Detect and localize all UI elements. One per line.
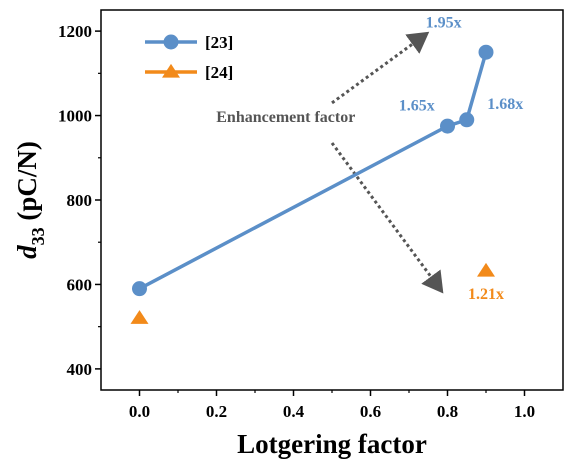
y-tick-label: 1000 [58,107,92,126]
legend-label: [23] [205,33,233,52]
y-tick-label: 400 [67,360,93,379]
x-tick-label: 0.8 [437,402,458,421]
data-point-triangle [162,63,180,78]
y-axis-title-sub: 33 [28,227,48,245]
data-point-triangle [130,310,149,324]
annotation-label: 1.21x [468,286,504,303]
legend-marker-circle [163,34,179,50]
y-tick-label: 600 [67,275,93,294]
annotation-label: 1.95x [426,15,462,32]
x-tick-label: 0.2 [206,402,227,421]
x-tick-label: 1.0 [514,402,535,421]
data-point-circle [459,112,475,128]
x-tick-label: 0.0 [129,402,150,421]
annotation-label: 1.68x [487,96,523,113]
legend-label: [24] [205,63,233,82]
y-axis-title-main: d [12,245,42,259]
annotation-label: Enhancement factor [216,109,355,126]
series-line [138,51,488,291]
enhancement-arrow [330,142,444,294]
x-tick-label: 0.4 [283,402,305,421]
data-point-circle [478,44,494,60]
y-tick-label: 800 [67,191,93,210]
data-point-triangle [477,262,495,277]
data-point-circle [132,281,147,297]
y-axis-title-unit: (pC/N) [12,141,42,227]
x-tick-label: 0.6 [360,402,381,421]
y-tick-label: 1200 [58,22,92,41]
enhancement-arrow [331,31,430,105]
data-point-circle [440,118,455,134]
annotation-label: 1.65x [399,97,435,114]
y-axis-title: d33 (pC/N) [12,141,48,259]
x-axis-title: Lotgering factor [237,429,427,459]
